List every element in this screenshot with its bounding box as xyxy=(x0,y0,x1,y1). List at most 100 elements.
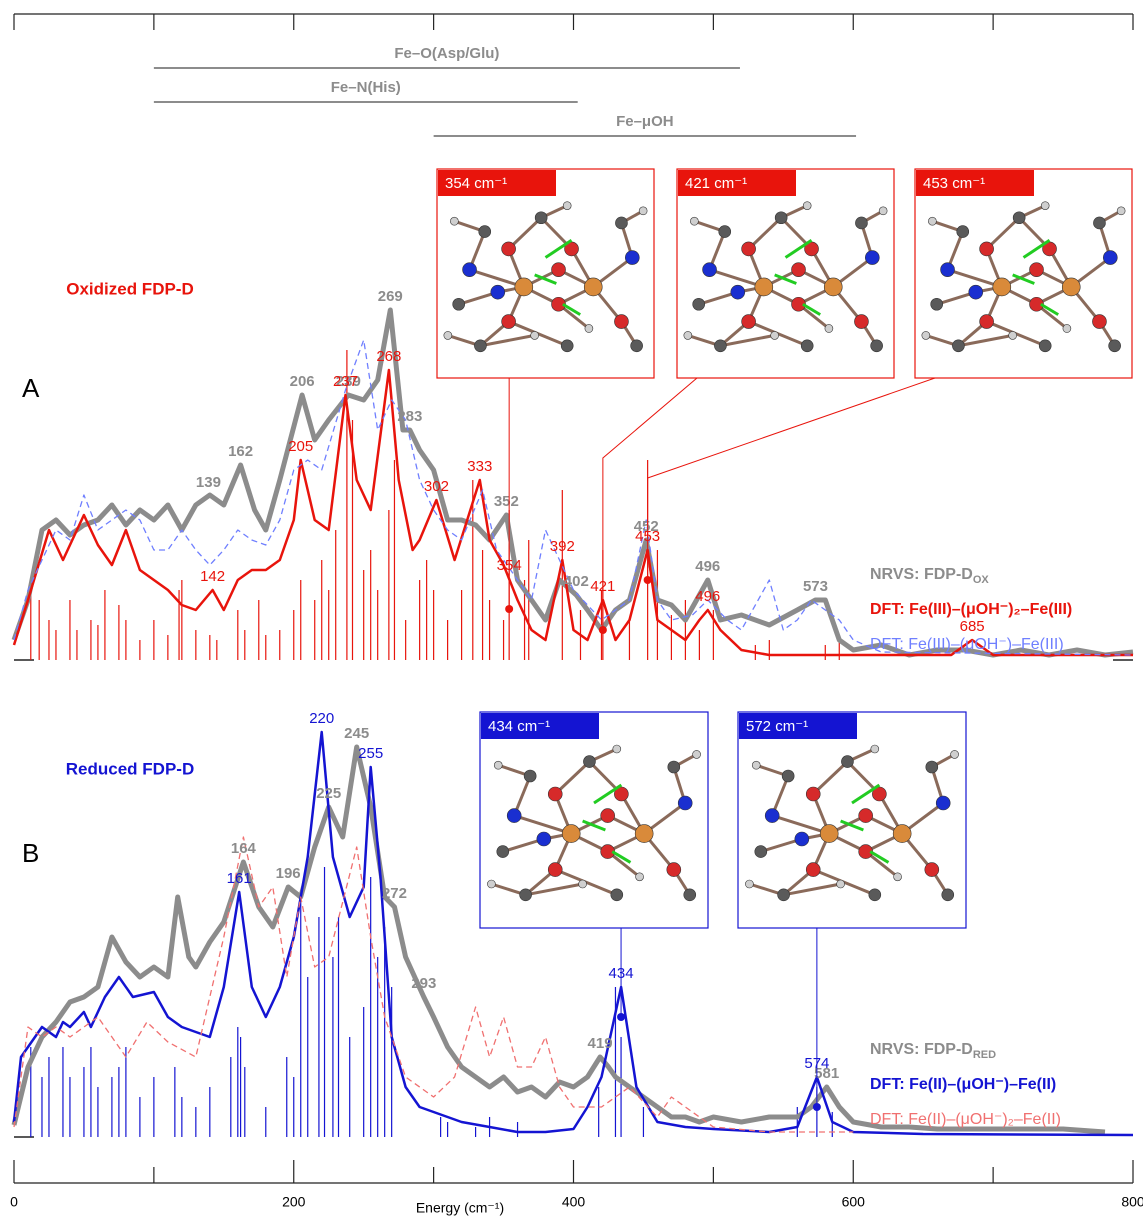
atom xyxy=(678,796,692,810)
atom xyxy=(635,825,653,843)
atom xyxy=(1117,207,1125,215)
atom xyxy=(631,340,643,352)
atom xyxy=(585,324,593,332)
panel-title: Reduced FDP-D xyxy=(66,759,194,778)
atom xyxy=(1039,340,1051,352)
atom xyxy=(765,809,779,823)
atom xyxy=(742,315,756,329)
legend-entry: DFT: Fe(II)–(μOH⁻)–Fe(II) xyxy=(870,1076,1056,1093)
peak-label: 333 xyxy=(467,458,492,475)
legend-entry: DFT: Fe(II)–(μOH⁻)₂–Fe(II) xyxy=(870,1111,1061,1128)
atom xyxy=(690,217,698,225)
atom xyxy=(993,278,1011,296)
legend-entry: DFT: Fe(III)–(μOH⁻)₂–Fe(III) xyxy=(870,601,1072,618)
inset-connector xyxy=(648,378,935,580)
atom xyxy=(865,251,879,265)
legend-entry: NRVS: FDP-DRED xyxy=(870,1041,996,1061)
peak-label: 206 xyxy=(290,373,315,390)
peak-label: 268 xyxy=(376,348,401,365)
peak-label: 685 xyxy=(960,618,985,635)
atom xyxy=(755,278,773,296)
peak-label: 255 xyxy=(358,745,383,762)
peak-label: 392 xyxy=(550,538,575,555)
peak-label: 237 xyxy=(333,373,358,390)
inset-label: 354 cm⁻¹ xyxy=(445,175,507,192)
peak-label: 196 xyxy=(276,865,301,882)
atom xyxy=(820,825,838,843)
atom xyxy=(871,745,879,753)
peak-label: 245 xyxy=(344,725,369,742)
atom xyxy=(980,315,994,329)
peak-label: 220 xyxy=(309,710,334,727)
atom xyxy=(742,242,756,256)
atom xyxy=(1093,217,1105,229)
peak-label: 269 xyxy=(378,288,403,305)
legend-entry: DFT: Fe(III)–(μOH⁻)–Fe(III) xyxy=(870,636,1064,653)
mode-dot xyxy=(617,1013,625,1021)
atom xyxy=(535,212,547,224)
atom xyxy=(667,863,681,877)
atom xyxy=(771,331,779,339)
x-tick-label: 600 xyxy=(842,1194,866,1210)
atom xyxy=(969,285,983,299)
atom xyxy=(1062,278,1080,296)
atom xyxy=(806,863,820,877)
peak-label: 164 xyxy=(231,840,257,857)
atom xyxy=(1109,340,1121,352)
panel-title: Oxidized FDP-D xyxy=(66,279,194,298)
atom xyxy=(841,756,853,768)
peak-label: 142 xyxy=(200,568,225,585)
atom xyxy=(936,796,950,810)
atom xyxy=(859,809,873,823)
atom xyxy=(444,331,452,339)
atom xyxy=(497,846,509,858)
atom xyxy=(601,809,615,823)
x-tick-label: 200 xyxy=(282,1194,306,1210)
atom xyxy=(531,331,539,339)
atom xyxy=(548,863,562,877)
atom xyxy=(854,315,868,329)
atom xyxy=(1063,324,1071,332)
peak-label: 162 xyxy=(228,443,253,460)
range-label: Fe–N(His) xyxy=(331,79,401,96)
atom xyxy=(614,315,628,329)
atom xyxy=(855,217,867,229)
atom xyxy=(803,202,811,210)
inset-label: 421 cm⁻¹ xyxy=(685,175,747,192)
atom xyxy=(450,217,458,225)
x-tick-label: 400 xyxy=(562,1194,586,1210)
inset-label: 434 cm⁻¹ xyxy=(488,718,550,735)
atom xyxy=(731,285,745,299)
atom xyxy=(491,285,505,299)
atom xyxy=(583,756,595,768)
atom xyxy=(1030,263,1044,277)
peak-label: 496 xyxy=(695,558,720,575)
atom xyxy=(922,331,930,339)
atom xyxy=(893,825,911,843)
peak-label: 419 xyxy=(588,1035,613,1052)
x-axis-title: Energy (cm⁻¹) xyxy=(416,1200,504,1216)
atom xyxy=(668,761,680,773)
atom xyxy=(562,825,580,843)
atom xyxy=(926,761,938,773)
peak-label: 352 xyxy=(494,493,519,510)
atom xyxy=(879,207,887,215)
x-tick-label: 0 xyxy=(10,1194,18,1210)
mode-dot xyxy=(505,605,513,613)
atom xyxy=(745,880,753,888)
atom xyxy=(837,880,845,888)
peak-label: 573 xyxy=(803,578,828,595)
atom xyxy=(703,263,717,277)
atom xyxy=(925,863,939,877)
atom xyxy=(507,809,521,823)
peak-label: 205 xyxy=(288,438,313,455)
atom xyxy=(613,745,621,753)
atom xyxy=(453,298,465,310)
mode-dot xyxy=(599,626,607,634)
inset-label: 572 cm⁻¹ xyxy=(746,718,808,735)
atom xyxy=(1103,251,1117,265)
atom xyxy=(719,226,731,238)
atom xyxy=(615,217,627,229)
mode-dot xyxy=(644,576,652,584)
atom xyxy=(552,263,566,277)
